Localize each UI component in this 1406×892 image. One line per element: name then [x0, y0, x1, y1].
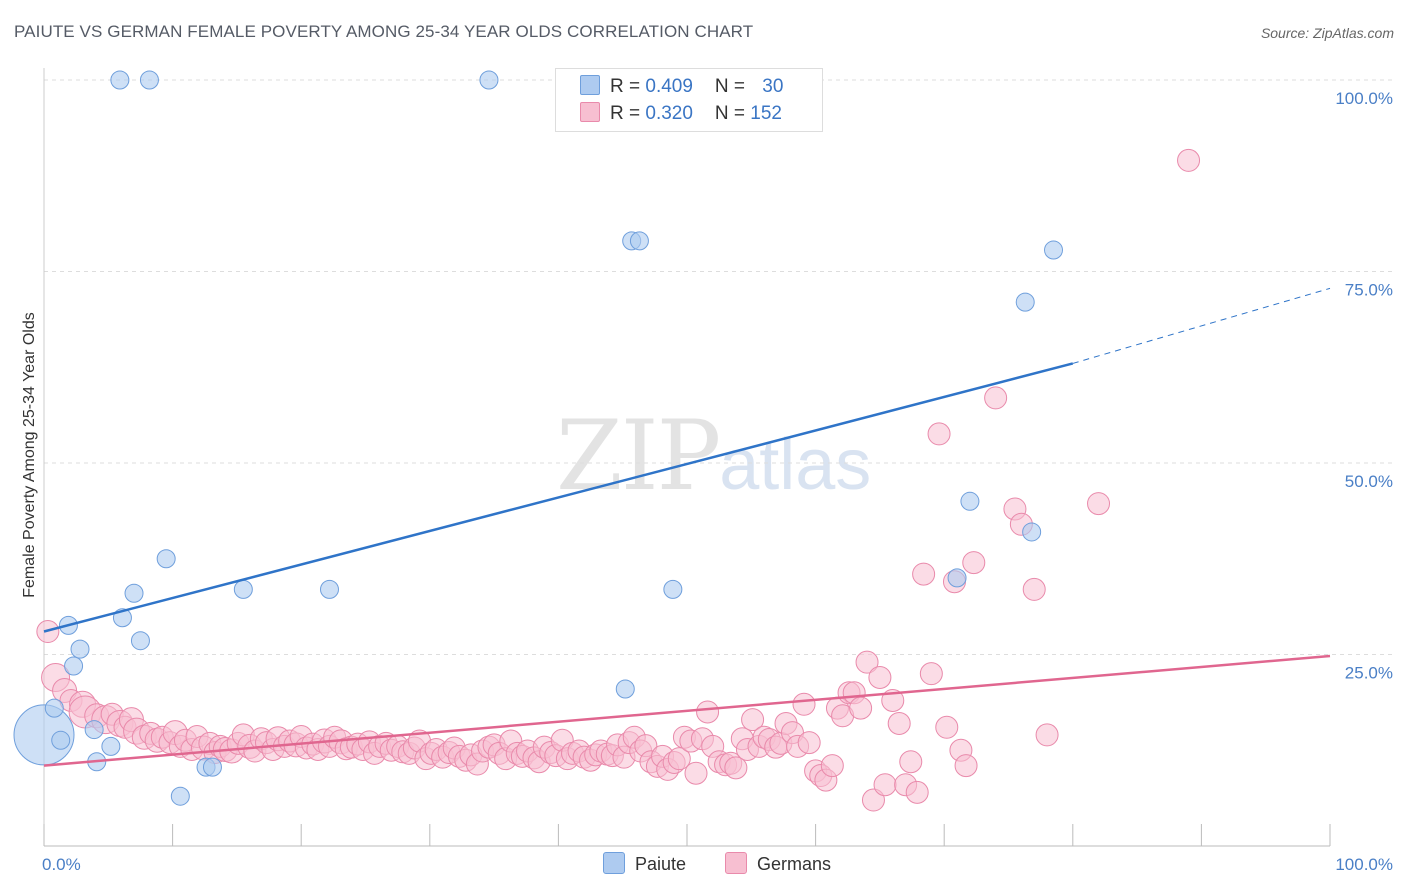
- legend-box: R = 0.409 N = 30 R = 0.320 N = 152: [555, 68, 823, 132]
- y-tick-label: 25.0%: [1345, 664, 1393, 683]
- data-point-paiute: [64, 656, 84, 676]
- legend-row-paiute: R = 0.409 N = 30: [580, 75, 783, 99]
- data-point-germans: [820, 754, 844, 778]
- watermark-atlas: atlas: [719, 425, 872, 505]
- data-point-germans: [667, 747, 691, 771]
- data-point-germans: [868, 665, 892, 689]
- data-point-paiute: [170, 786, 190, 806]
- data-point-paiute: [139, 70, 159, 90]
- data-point-paiute: [960, 491, 980, 511]
- data-point-germans: [1035, 723, 1059, 747]
- legend-swatch-paiute: [580, 75, 600, 95]
- x-tick-label: 100.0%: [1335, 855, 1393, 874]
- data-point-paiute: [70, 639, 90, 659]
- legend-r-value: 0.409: [645, 76, 693, 97]
- data-point-paiute: [101, 736, 121, 756]
- data-point-germans: [797, 731, 821, 755]
- data-point-germans: [962, 551, 986, 575]
- legend-row-germans: R = 0.320 N = 152: [580, 102, 782, 126]
- data-point-paiute: [124, 583, 144, 603]
- data-point-paiute: [479, 70, 499, 90]
- data-point-paiute: [629, 231, 649, 251]
- data-point-paiute: [156, 549, 176, 569]
- data-point-paiute: [233, 579, 253, 599]
- trend-line-paiute-extension: [1072, 287, 1331, 364]
- data-point-germans: [861, 788, 885, 812]
- data-point-germans: [905, 780, 929, 804]
- watermark-zip: ZIP: [556, 400, 721, 512]
- legend-r-label: R =: [610, 103, 646, 124]
- legend-r-label: R =: [610, 76, 646, 97]
- data-point-germans: [1022, 577, 1046, 601]
- data-point-germans: [912, 562, 936, 586]
- legend-n-value: 30: [762, 76, 784, 97]
- data-point-paiute: [1015, 292, 1035, 312]
- y-tick-label: 75.0%: [1345, 281, 1393, 300]
- legend-n-value: 152: [750, 103, 782, 124]
- data-point-germans: [724, 756, 748, 780]
- legend-swatch-germans: [580, 102, 600, 122]
- trend-line-paiute: [43, 362, 1074, 633]
- data-point-germans: [849, 696, 873, 720]
- data-point-germans: [741, 708, 765, 732]
- bottom-legend-paiute: Paiute: [603, 852, 686, 875]
- data-point-paiute: [202, 757, 222, 777]
- y-tick-label: 100.0%: [1335, 89, 1393, 108]
- x-tick-label: 0.0%: [42, 855, 81, 874]
- data-point-paiute: [319, 579, 339, 599]
- data-point-paiute: [1044, 240, 1064, 260]
- data-point-germans: [684, 761, 708, 785]
- bottom-legend-swatch-germans: [725, 852, 747, 874]
- data-point-paiute: [110, 70, 130, 90]
- chart-title: PAIUTE VS GERMAN FEMALE POVERTY AMONG 25…: [14, 22, 754, 41]
- data-point-germans: [1177, 148, 1201, 172]
- data-point-paiute: [1022, 522, 1042, 542]
- data-point-germans: [927, 422, 951, 446]
- bottom-legend-label-paiute: Paiute: [635, 854, 687, 874]
- data-point-germans: [887, 711, 911, 735]
- data-point-germans: [1087, 492, 1111, 516]
- data-point-germans: [919, 662, 943, 686]
- bottom-legend-germans: Germans: [725, 852, 831, 875]
- watermark: ZIPatlas: [556, 400, 871, 512]
- data-point-germans: [873, 773, 897, 797]
- data-point-germans: [935, 715, 959, 739]
- y-tick-label: 50.0%: [1345, 472, 1393, 491]
- data-point-germans: [984, 386, 1008, 410]
- legend-r-value: 0.320: [645, 103, 693, 124]
- bottom-legend-label-germans: Germans: [757, 854, 832, 874]
- data-point-paiute: [51, 730, 71, 750]
- data-point-germans: [954, 754, 978, 778]
- source-credit: Source: ZipAtlas.com: [1260, 25, 1394, 41]
- data-point-germans: [855, 650, 879, 674]
- legend-n-label: N =: [714, 103, 751, 124]
- data-point-germans: [899, 750, 923, 774]
- data-point-paiute: [615, 679, 635, 699]
- data-point-paiute: [663, 579, 683, 599]
- data-point-paiute: [84, 720, 104, 740]
- data-point-germans: [696, 700, 720, 724]
- bottom-legend-swatch-paiute: [603, 852, 625, 874]
- data-point-paiute: [44, 698, 64, 718]
- data-point-paiute: [947, 568, 967, 588]
- trend-line-germans: [43, 654, 1331, 767]
- legend-n-label: N =: [714, 76, 751, 97]
- data-point-germans: [792, 692, 816, 716]
- data-point-paiute: [130, 631, 150, 651]
- y-axis-label: Female Poverty Among 25-34 Year Olds: [21, 312, 38, 598]
